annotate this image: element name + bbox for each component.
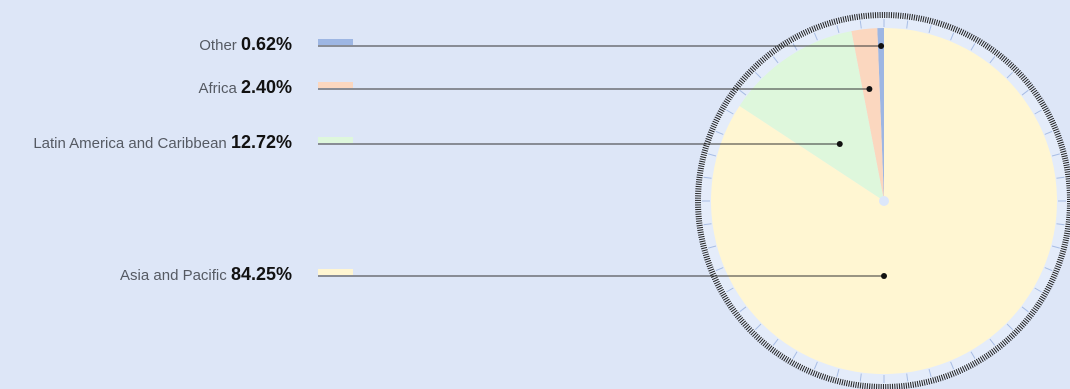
legend-label-name: Africa (198, 80, 241, 97)
pie-rim-tick (715, 130, 724, 135)
pie-rim-tick (1056, 223, 1065, 226)
pie-rim-tick (989, 56, 996, 64)
pie-rim-tick (1034, 287, 1042, 293)
legend-label-name: Latin America and Caribbean (33, 135, 231, 152)
pie-rim-tick (1034, 109, 1042, 115)
pie-rim-tick (989, 338, 996, 346)
pie-rim-tick (813, 361, 818, 370)
pie-rim-tick (1051, 245, 1060, 249)
pie-rim-tick (1021, 89, 1029, 96)
legend-label: Africa 2.40% (198, 77, 292, 97)
pie-slice-other (877, 28, 884, 201)
legend-label-percent: 84.25% (231, 264, 292, 284)
pie-rim-tick (836, 368, 840, 377)
pie-rim-tick (859, 20, 862, 29)
pie-rim-tick (950, 361, 955, 370)
pie-slice-latin-america-and-caribbean (739, 31, 884, 202)
pie-rim-tick (906, 373, 909, 382)
pie-rim-tick (772, 338, 779, 346)
legend: Other 0.62% Africa 2.40% Latin America and… (33, 34, 887, 284)
legend-row-africa: Africa 2.40% (198, 77, 873, 97)
legend-swatch (318, 39, 353, 45)
legend-row-asia-and-pacific: Asia and Pacific 84.25% (120, 264, 887, 284)
pie-rim-tick (906, 20, 909, 29)
pie-rim-tick (813, 32, 818, 41)
pie-layer (695, 12, 1070, 389)
legend-row-latin-america-and-caribbean: Latin America and Caribbean 12.72% (33, 132, 843, 152)
pie-rim-tick (708, 153, 717, 157)
legend-swatch (318, 82, 353, 88)
legend-label-name: Asia and Pacific (120, 267, 231, 284)
pie-rim-tick (792, 351, 798, 359)
pie-rim-tick (1056, 176, 1065, 179)
legend-label: Asia and Pacific 84.25% (120, 264, 292, 284)
pie-rim-tick (739, 89, 747, 96)
legend-anchor-dot (881, 273, 887, 279)
pie-rim-tick (754, 323, 762, 331)
pie-rim-tick (1044, 267, 1053, 272)
pie-rim-tick (754, 71, 762, 79)
pie-rim-tick (970, 43, 976, 51)
pie-rim-tick (708, 245, 717, 249)
pie-rim-ticks (702, 19, 1066, 383)
pie-rim-tick (726, 109, 734, 115)
legend-label: Latin America and Caribbean 12.72% (33, 132, 292, 152)
pie-rim-tick (970, 351, 976, 359)
pie-slice-africa (851, 28, 884, 202)
pie-rim-tick (1006, 323, 1014, 331)
legend-anchor-dot (878, 43, 885, 49)
pie-rim-tick (928, 25, 932, 34)
pie-rim-tick (859, 373, 862, 382)
pie-rim-tick (1044, 130, 1053, 135)
pie-rim-tick (1021, 306, 1029, 313)
legend-swatch (318, 137, 353, 143)
legend-label-percent: 0.62% (241, 34, 292, 54)
legend-label-name: Other (199, 37, 241, 54)
pie-rim-tick (772, 56, 779, 64)
pie-rim-tick (792, 43, 798, 51)
pie-rim-tick (1006, 71, 1014, 79)
legend-anchor-dot (836, 141, 843, 147)
pie-rim-tick (836, 25, 840, 34)
pie-rim-tick (726, 287, 734, 293)
legend-label: Other 0.62% (199, 34, 292, 54)
legend-label-percent: 12.72% (231, 132, 292, 152)
pie-rim-tick (1051, 153, 1060, 157)
pie-rim-tick (703, 176, 712, 179)
pie-center-hub (879, 196, 889, 206)
legend-swatch (318, 269, 353, 275)
legend-row-other: Other 0.62% (199, 34, 885, 54)
pie-rim-tick (928, 368, 932, 377)
legend-label-percent: 2.40% (241, 77, 292, 97)
pie-rim-tick (739, 306, 747, 313)
legend-anchor-dot (866, 86, 873, 92)
pie-rim-tick (703, 223, 712, 226)
pie-rim-tick (950, 32, 955, 41)
pie-rim-tick (715, 267, 724, 272)
